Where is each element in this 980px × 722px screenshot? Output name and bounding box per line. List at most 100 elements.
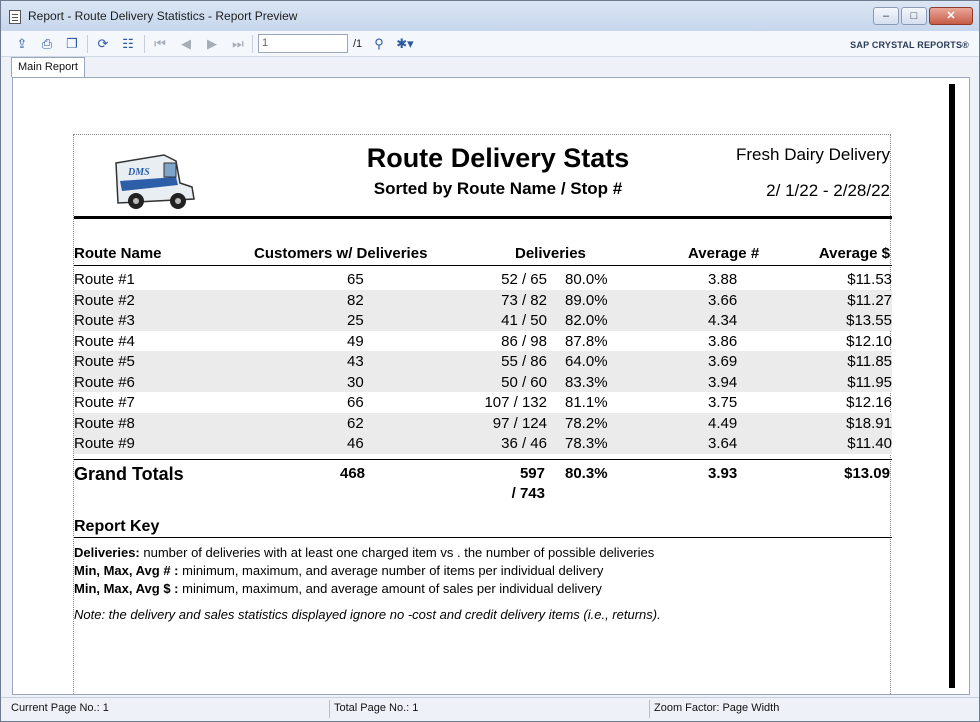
report-title: Route Delivery Stats (366, 143, 630, 173)
table-row: Route #3 25 41 / 50 82.0% 4.34 $13.55 (74, 310, 892, 331)
maximize-button[interactable]: □ (901, 7, 927, 25)
column-header-divider (74, 265, 892, 266)
previous-page-icon[interactable]: ◀ (181, 36, 191, 51)
maximize-icon: □ (910, 10, 918, 22)
customers-cell: 43 (347, 353, 364, 370)
column-header-deliveries: Deliveries (515, 245, 586, 262)
copy-icon[interactable]: ❐ (66, 36, 78, 51)
delivery-percent-cell: 81.1% (565, 394, 608, 411)
grand-total-percent: 80.3% (565, 465, 608, 482)
table-row: Route #8 62 97 / 124 78.2% 4.49 $18.91 (74, 412, 892, 433)
column-header-average-dollar: Average $ (818, 245, 890, 262)
grand-total-deliveries: 597 (519, 465, 545, 482)
deliveries-cell: 107 / 132 (484, 394, 547, 411)
minimize-icon: – (882, 10, 890, 22)
table-row: Route #6 30 50 / 60 83.3% 3.94 $11.95 (74, 371, 892, 392)
deliveries-cell: 36 / 46 (501, 435, 547, 452)
page-number-input[interactable]: 1 (258, 34, 348, 53)
customers-cell: 25 (347, 312, 364, 329)
deliveries-cell: 86 / 98 (501, 332, 547, 350)
table-row: Route #5 43 55 / 86 64.0% 3.69 $11.85 (74, 351, 892, 372)
average-dollar-cell: $12.10 (846, 332, 892, 350)
table-row: Route #9 46 36 / 46 78.3% 3.64 $11.40 (74, 433, 892, 454)
delivery-percent-cell: 83.3% (565, 373, 608, 391)
status-zoom-factor: Zoom Factor: Page Width (654, 702, 780, 714)
find-icon[interactable]: ⚲ (374, 36, 384, 51)
table-row: Route #7 66 107 / 132 81.1% 3.75 $12.16 (74, 392, 892, 413)
average-dollar-cell: $12.16 (846, 394, 892, 411)
grand-total-average-dollar: $13.09 (844, 465, 890, 482)
delivery-percent-cell: 87.8% (565, 332, 608, 350)
grand-total-possible-deliveries: / 743 (511, 485, 545, 502)
key-line-sales: Min, Max, Avg $ : minimum, maximum, and … (74, 581, 602, 596)
group-tree-icon[interactable]: ☷ (122, 36, 134, 51)
route-name-cell: Route #6 (74, 373, 135, 391)
average-dollar-cell: $11.95 (847, 373, 892, 391)
refresh-icon[interactable]: ⟳ (97, 36, 109, 51)
brand-logo: SAP CRYSTAL REPORTS® (850, 40, 969, 50)
average-number-cell: 3.94 (708, 373, 738, 391)
status-total-page: Total Page No.: 1 (334, 702, 419, 714)
average-dollar-cell: $11.53 (847, 271, 892, 288)
customers-cell: 62 (347, 414, 364, 432)
export-icon[interactable]: ⇪ (16, 36, 28, 51)
deliveries-cell: 52 / 65 (501, 271, 547, 288)
deliveries-cell: 55 / 86 (501, 353, 547, 370)
key-definition: minimum, maximum, and average number of … (178, 563, 604, 578)
delivery-percent-cell: 82.0% (565, 312, 608, 329)
zoom-icon[interactable]: ✱▾ (396, 36, 414, 51)
last-page-icon[interactable]: ⏭ (232, 36, 244, 51)
deliveries-cell: 50 / 60 (501, 373, 547, 391)
key-definition: minimum, maximum, and average amount of … (178, 581, 602, 596)
minimize-button[interactable]: – (873, 7, 899, 25)
window-controls: – □ ✕ (871, 7, 973, 25)
header-divider (74, 216, 892, 219)
average-number-cell: 3.88 (708, 271, 738, 288)
document-icon (9, 10, 21, 24)
company-name: Fresh Dairy Delivery (736, 145, 890, 164)
print-icon[interactable]: ⎙ (41, 36, 53, 51)
toolbar-separator (87, 35, 88, 53)
column-header-average-number: Average # (688, 245, 760, 262)
report-page: DMS Route Delivery Stats Sorted by Route… (73, 134, 892, 694)
grand-total-customers: 468 (340, 465, 366, 482)
table-row: Route #2 82 73 / 82 89.0% 3.66 $11.27 (74, 289, 892, 310)
customers-cell: 65 (347, 271, 364, 288)
route-name-cell: Route #5 (74, 353, 135, 370)
status-bar: Current Page No.: 1 Total Page No.: 1 Zo… (1, 697, 979, 721)
average-number-cell: 3.64 (708, 435, 738, 452)
average-number-cell: 3.75 (708, 394, 738, 411)
key-term: Min, Max, Avg $ : (74, 581, 179, 596)
route-name-cell: Route #2 (74, 291, 135, 309)
report-viewport[interactable]: DMS Route Delivery Stats Sorted by Route… (12, 77, 970, 695)
customers-cell: 30 (347, 373, 364, 391)
key-term: Min, Max, Avg # : (74, 563, 179, 578)
toolbar: ⇪ ⎙ ❐ ⟳ ☷ ⏮ ◀ ▶ ⏭ 1 /1 ⚲ ✱▾ SAP CRYSTAL … (1, 31, 979, 57)
column-header-customers: Customers w/ Deliveries (254, 245, 428, 262)
tab-main-report[interactable]: Main Report (11, 57, 85, 77)
close-button[interactable]: ✕ (929, 7, 973, 25)
average-number-cell: 4.49 (708, 414, 738, 432)
grand-total-average-number: 3.93 (708, 465, 738, 482)
route-name-cell: Route #3 (74, 312, 135, 329)
date-range: 2/ 1/22 - 2/28/22 (766, 181, 890, 200)
customers-cell: 49 (347, 332, 364, 350)
first-page-icon[interactable]: ⏮ (154, 36, 166, 51)
next-page-icon[interactable]: ▶ (207, 36, 217, 51)
delivery-percent-cell: 78.2% (565, 414, 608, 432)
average-number-cell: 3.66 (708, 291, 738, 309)
average-number-cell: 4.34 (708, 312, 738, 329)
table-row: Route #1 65 52 / 65 80.0% 3.88 $11.53 (74, 269, 892, 290)
title-bar: Report - Route Delivery Statistics - Rep… (1, 1, 979, 31)
delivery-percent-cell: 80.0% (565, 271, 608, 288)
vertical-scrollbar[interactable] (949, 84, 955, 688)
route-name-cell: Route #9 (74, 435, 135, 452)
average-dollar-cell: $11.85 (847, 353, 892, 370)
customers-cell: 46 (347, 435, 364, 452)
toolbar-separator (144, 35, 145, 53)
report-key-title: Report Key (74, 518, 160, 535)
deliveries-cell: 41 / 50 (501, 312, 547, 329)
delivery-percent-cell: 89.0% (565, 291, 608, 309)
route-name-cell: Route #1 (74, 271, 135, 288)
average-dollar-cell: $18.91 (846, 414, 892, 432)
